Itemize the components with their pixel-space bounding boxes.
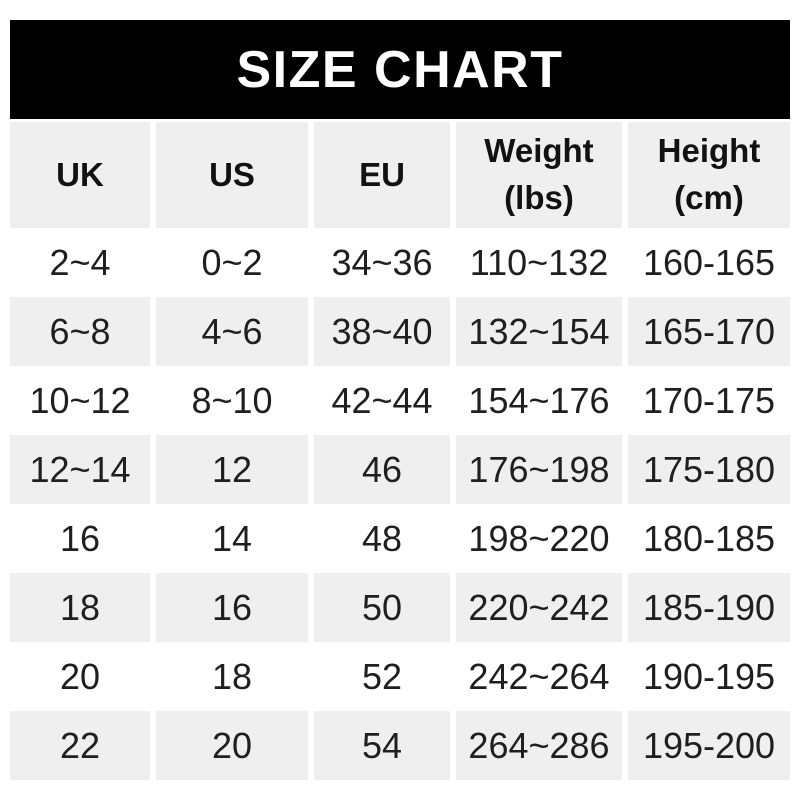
table-cell: 180-185 xyxy=(642,517,776,559)
header-line: US xyxy=(209,155,255,193)
header-row: UK US EU Weight (lbs) Height (cm) xyxy=(10,122,790,228)
table-cell: 16 xyxy=(156,573,308,642)
table-cell: 46 xyxy=(314,435,450,504)
table-cell: 165-170 xyxy=(628,297,790,366)
header-line: (lbs) xyxy=(504,179,574,216)
table-cell: 34~36 xyxy=(331,241,433,283)
table-cell: 2~4 xyxy=(49,241,111,283)
table-cell: 198~220 xyxy=(468,517,610,559)
table-cell: 8~10 xyxy=(191,379,273,421)
table-cell: 242~264 xyxy=(468,655,610,697)
header-line: Weight xyxy=(484,132,594,170)
table-cell: 22 xyxy=(10,711,150,780)
table-cell: 52 xyxy=(361,655,403,697)
table-row: 20 18 52 242~264 190-195 xyxy=(10,642,790,711)
table-cell: 160-165 xyxy=(642,241,776,283)
table-cell: 20 xyxy=(59,655,101,697)
table-cell: 0~2 xyxy=(201,241,263,283)
column-header-height: Height (cm) xyxy=(628,122,790,228)
table-cell: 18 xyxy=(211,655,253,697)
column-header-uk: UK xyxy=(10,122,150,228)
table-cell: 132~154 xyxy=(456,297,622,366)
table-cell: 10~12 xyxy=(29,379,131,421)
table-cell: 38~40 xyxy=(314,297,450,366)
table-cell: 18 xyxy=(10,573,150,642)
table-cell: 195-200 xyxy=(628,711,790,780)
size-chart-table: UK US EU Weight (lbs) Height (cm) 2~4 0~… xyxy=(10,122,790,780)
table-cell: 6~8 xyxy=(10,297,150,366)
table-cell: 14 xyxy=(211,517,253,559)
table-cell: 170-175 xyxy=(642,379,776,421)
table-cell: 20 xyxy=(156,711,308,780)
table-cell: 264~286 xyxy=(456,711,622,780)
table-row: 12~14 12 46 176~198 175-180 xyxy=(10,435,790,504)
table-cell: 42~44 xyxy=(331,379,433,421)
table-row: 10~12 8~10 42~44 154~176 170-175 xyxy=(10,366,790,435)
table-cell: 175-180 xyxy=(628,435,790,504)
table-row: 6~8 4~6 38~40 132~154 165-170 xyxy=(10,297,790,366)
table-cell: 185-190 xyxy=(628,573,790,642)
table-cell: 54 xyxy=(314,711,450,780)
header-line: EU xyxy=(359,155,405,193)
table-cell: 110~132 xyxy=(469,241,609,283)
title-banner: SIZE CHART xyxy=(10,20,790,119)
table-row: 16 14 48 198~220 180-185 xyxy=(10,504,790,573)
table-cell: 190-195 xyxy=(642,655,776,697)
page-title: SIZE CHART xyxy=(236,40,564,99)
table-cell: 220~242 xyxy=(456,573,622,642)
table-cell: 50 xyxy=(314,573,450,642)
table-cell: 154~176 xyxy=(468,379,610,421)
table-cell: 48 xyxy=(361,517,403,559)
table-cell: 176~198 xyxy=(456,435,622,504)
table-row: 22 20 54 264~286 195-200 xyxy=(10,711,790,780)
header-line: (cm) xyxy=(674,179,744,216)
table-cell: 4~6 xyxy=(156,297,308,366)
table-cell: 12~14 xyxy=(10,435,150,504)
table-row: 2~4 0~2 34~36 110~132 160-165 xyxy=(10,228,790,297)
header-line: UK xyxy=(56,155,104,193)
column-header-eu: EU xyxy=(314,122,450,228)
table-cell: 12 xyxy=(156,435,308,504)
table-row: 18 16 50 220~242 185-190 xyxy=(10,573,790,642)
column-header-weight: Weight (lbs) xyxy=(456,122,622,228)
header-line: Height xyxy=(657,132,761,170)
table-cell: 16 xyxy=(59,517,101,559)
column-header-us: US xyxy=(156,122,308,228)
